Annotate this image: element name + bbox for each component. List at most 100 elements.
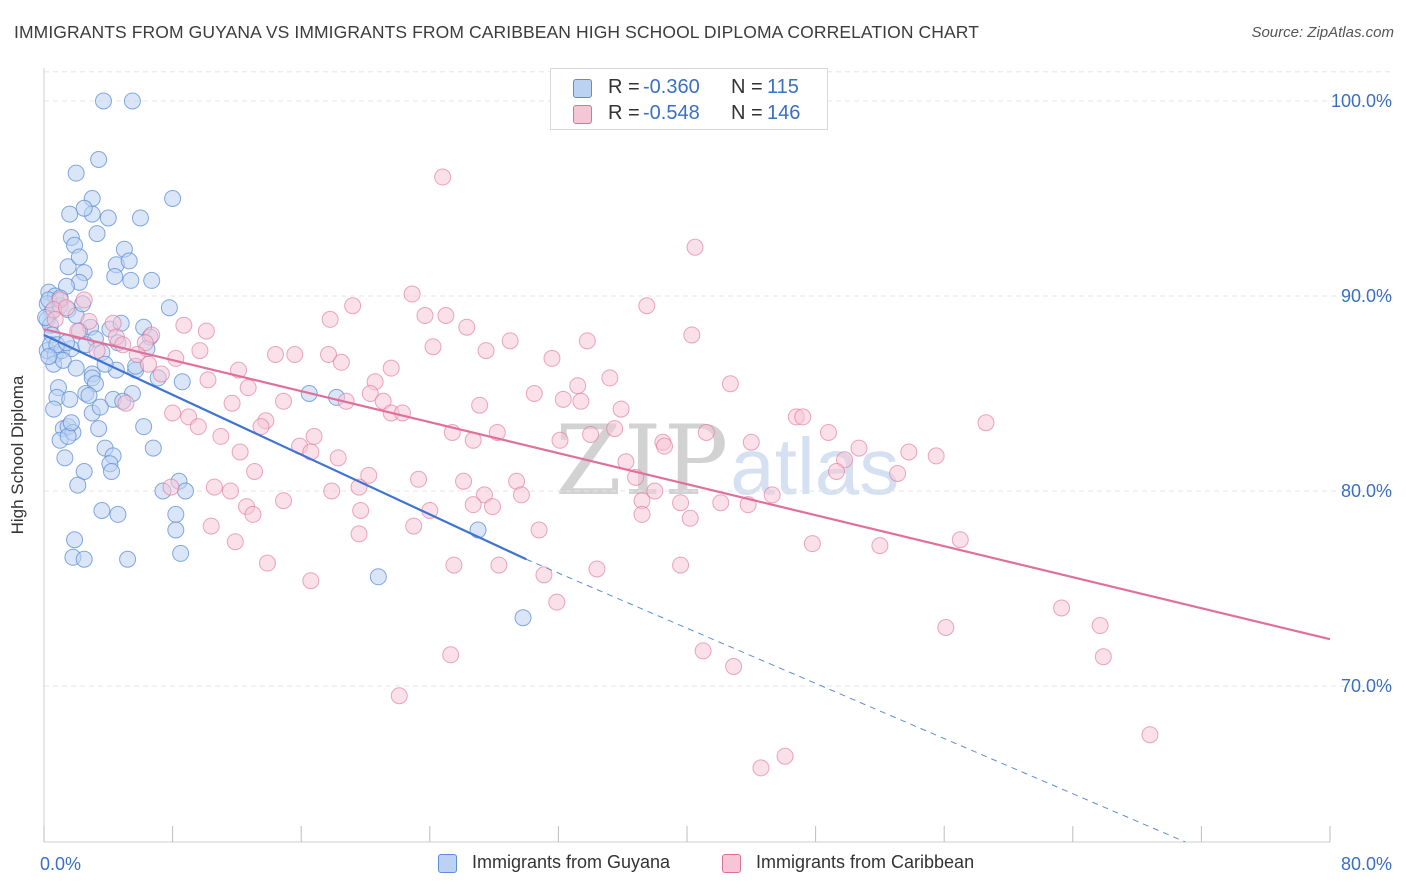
data-point-caribbean bbox=[535, 566, 553, 584]
data-point-guyana bbox=[62, 414, 80, 432]
data-point-guyana bbox=[69, 476, 87, 494]
data-point-guyana bbox=[59, 258, 77, 276]
data-point-guyana bbox=[131, 209, 149, 227]
stats-legend: R = -0.360 N = 115 R = -0.548 N = 146 bbox=[550, 68, 828, 130]
data-point-caribbean bbox=[752, 759, 770, 777]
data-point-caribbean bbox=[1141, 726, 1159, 744]
data-point-caribbean bbox=[136, 334, 154, 352]
data-point-guyana bbox=[120, 252, 138, 270]
data-point-caribbean bbox=[633, 505, 651, 523]
data-point-caribbean bbox=[551, 431, 569, 449]
watermark-atlas: atlas bbox=[730, 422, 900, 511]
data-point-caribbean bbox=[742, 433, 760, 451]
data-point-guyana bbox=[40, 347, 58, 365]
data-point-caribbean bbox=[721, 375, 739, 393]
data-point-guyana bbox=[94, 92, 112, 110]
data-point-caribbean bbox=[445, 556, 463, 574]
data-point-caribbean bbox=[803, 535, 821, 553]
data-point-caribbean bbox=[646, 482, 664, 500]
legend-swatch-caribbean bbox=[573, 105, 592, 124]
data-point-guyana bbox=[67, 164, 85, 182]
data-point-guyana bbox=[123, 92, 141, 110]
axes bbox=[43, 68, 1331, 843]
data-point-caribbean bbox=[725, 658, 743, 675]
data-point-caribbean bbox=[352, 502, 370, 519]
data-point-guyana bbox=[135, 418, 153, 436]
bottom-legend-swatch-guyana bbox=[438, 854, 457, 873]
chart-title: IMMIGRANTS FROM GUYANA VS IMMIGRANTS FRO… bbox=[14, 22, 980, 42]
data-point-caribbean bbox=[226, 533, 244, 551]
data-point-caribbean bbox=[117, 394, 135, 412]
legend-n-label: N = bbox=[731, 76, 763, 98]
y-tick-label: 80.0% bbox=[1341, 481, 1392, 501]
data-point-caribbean bbox=[572, 392, 590, 410]
trend-line-guyana bbox=[43, 334, 527, 561]
data-point-guyana bbox=[75, 463, 93, 480]
data-point-caribbean bbox=[475, 486, 493, 504]
series-caribbean-points bbox=[45, 168, 1159, 777]
data-point-caribbean bbox=[152, 365, 170, 383]
data-point-guyana bbox=[167, 521, 185, 539]
data-point-caribbean bbox=[275, 492, 293, 510]
data-point-caribbean bbox=[302, 572, 320, 590]
x-tick-label-max: 80.0% bbox=[1341, 854, 1392, 874]
data-point-caribbean bbox=[794, 408, 812, 426]
data-point-caribbean bbox=[424, 338, 442, 356]
data-point-guyana bbox=[45, 400, 63, 418]
data-point-caribbean bbox=[612, 400, 630, 418]
data-point-caribbean bbox=[416, 307, 434, 324]
data-point-caribbean bbox=[223, 394, 241, 412]
data-point-caribbean bbox=[638, 297, 656, 315]
data-point-caribbean bbox=[197, 322, 215, 340]
data-point-caribbean bbox=[323, 482, 341, 500]
trend-line-guyana-extension bbox=[526, 558, 1186, 843]
data-point-caribbean bbox=[655, 437, 673, 455]
data-point-caribbean bbox=[374, 392, 392, 410]
legend-r-label: R = bbox=[608, 76, 640, 98]
data-point-caribbean bbox=[212, 427, 230, 445]
data-point-guyana bbox=[61, 205, 79, 223]
legend-swatch-guyana bbox=[573, 79, 592, 98]
data-point-caribbean bbox=[410, 470, 428, 488]
data-point-caribbean bbox=[836, 451, 854, 469]
data-point-caribbean bbox=[525, 385, 543, 402]
data-point-guyana bbox=[172, 544, 190, 562]
data-point-guyana bbox=[173, 373, 191, 391]
data-point-caribbean bbox=[437, 307, 455, 324]
data-point-caribbean bbox=[434, 168, 452, 186]
legend-n-label: N = bbox=[731, 102, 763, 124]
data-point-caribbean bbox=[360, 466, 378, 484]
data-point-caribbean bbox=[286, 346, 304, 363]
data-point-guyana bbox=[164, 190, 182, 207]
data-point-caribbean bbox=[776, 747, 794, 765]
data-point-caribbean bbox=[683, 326, 701, 344]
data-point-caribbean bbox=[382, 359, 400, 377]
data-point-guyana bbox=[75, 199, 93, 217]
data-point-caribbean bbox=[554, 390, 572, 408]
data-point-caribbean bbox=[937, 619, 955, 636]
data-point-caribbean bbox=[694, 642, 712, 660]
data-point-caribbean bbox=[569, 377, 587, 395]
data-point-caribbean bbox=[162, 478, 180, 496]
data-point-caribbean bbox=[189, 418, 207, 436]
data-point-guyana bbox=[67, 359, 85, 377]
legend-n-value: 146 bbox=[767, 102, 801, 124]
data-point-caribbean bbox=[471, 396, 489, 414]
series-guyana-points bbox=[37, 92, 532, 627]
data-point-caribbean bbox=[390, 687, 408, 705]
data-point-guyana bbox=[66, 531, 84, 549]
data-point-caribbean bbox=[458, 318, 476, 336]
data-point-caribbean bbox=[889, 464, 907, 482]
data-point-caribbean bbox=[46, 310, 64, 328]
data-point-caribbean bbox=[697, 424, 715, 441]
data-point-caribbean bbox=[329, 449, 347, 467]
legend-r-value: -0.360 bbox=[643, 76, 700, 98]
trend-line-caribbean bbox=[43, 328, 1331, 641]
data-point-caribbean bbox=[512, 486, 530, 504]
bottom-legend-swatch-caribbean bbox=[722, 854, 741, 873]
data-point-caribbean bbox=[164, 404, 182, 422]
data-point-guyana bbox=[122, 271, 140, 289]
data-point-caribbean bbox=[266, 346, 284, 363]
data-point-caribbean bbox=[850, 439, 868, 457]
data-point-caribbean bbox=[530, 521, 548, 539]
